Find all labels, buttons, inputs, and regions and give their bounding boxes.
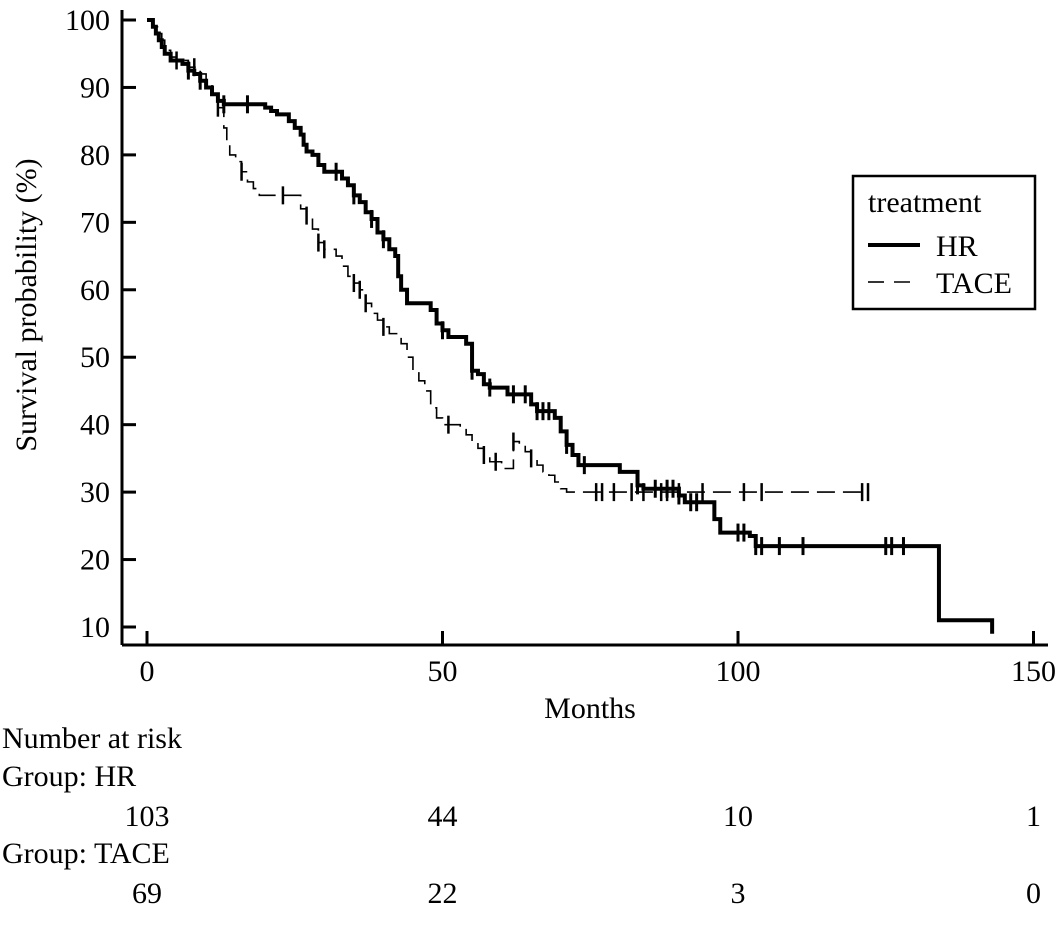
legend-label-tace: TACE [936, 267, 1012, 300]
y-tick-label: 100 [65, 4, 110, 37]
risk-count-hr: 44 [427, 800, 458, 833]
plot-area [147, 18, 995, 634]
axes: 10 20 30 40 50 60 70 80 90 100 0 50 100 150 [65, 4, 1056, 688]
x-tick-label: 150 [1011, 655, 1056, 688]
y-tick-label: 60 [80, 274, 110, 307]
y-tick-label: 30 [80, 476, 110, 509]
y-tick-label: 80 [80, 139, 110, 172]
risk-count-hr: 103 [124, 800, 170, 833]
y-tick-label: 50 [80, 341, 110, 374]
y-tick-label: 40 [80, 409, 110, 442]
y-axis-label: Survival probability (%) [10, 158, 43, 451]
legend-label-hr: HR [936, 230, 978, 263]
risk-count-hr: 10 [723, 800, 753, 833]
risk-count-tace: 22 [427, 877, 458, 910]
legend-box [851, 174, 1037, 311]
risk-count-tace: 0 [1026, 877, 1041, 910]
km-curve-hr [147, 18, 995, 634]
y-tick-label: 10 [80, 611, 110, 644]
risk-count-tace: 69 [132, 877, 162, 910]
y-tick-label: 90 [80, 71, 110, 104]
risk-group-tace-label: Group: TACE [2, 837, 170, 870]
y-tick-label: 20 [80, 544, 110, 577]
x-tick-label: 0 [140, 655, 155, 688]
risk-table-heading: Number at risk [2, 722, 182, 755]
x-axis-label: Months [544, 692, 636, 725]
risk-count-hr: 1 [1026, 800, 1041, 833]
km-curve-tace [147, 19, 869, 493]
y-tick-label: 70 [80, 206, 110, 239]
risk-count-tace: 3 [730, 877, 746, 910]
legend: treatment HR TACE [851, 174, 1037, 311]
x-tick-label: 100 [716, 655, 761, 688]
legend-title: treatment [868, 186, 982, 219]
x-tick-label: 50 [428, 655, 458, 688]
risk-group-hr-label: Group: HR [2, 760, 137, 793]
